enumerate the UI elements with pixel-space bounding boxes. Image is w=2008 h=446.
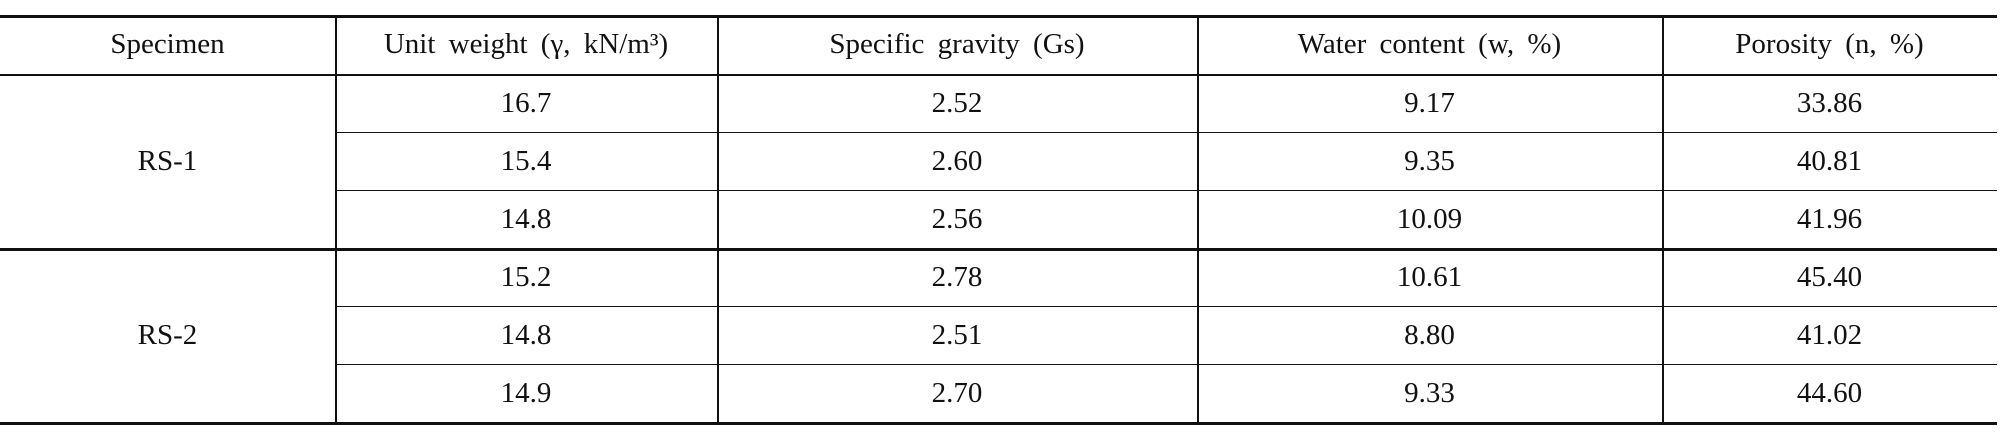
column-rule — [1662, 15, 1664, 422]
row-rule — [335, 306, 1997, 307]
header-cell: Specific gravity (Gs) — [829, 28, 1085, 60]
data-cell: 14.8 — [500, 202, 552, 235]
data-cell: 10.09 — [1396, 202, 1463, 235]
data-cell: 16.7 — [500, 86, 552, 119]
specimen-cell: RS-1 — [137, 144, 198, 177]
data-cell: 15.2 — [500, 260, 552, 293]
column-rule — [335, 15, 337, 422]
group-rule — [0, 248, 1997, 251]
column-rule — [1197, 15, 1199, 422]
data-cell: 14.9 — [500, 376, 552, 409]
data-cell: 10.61 — [1396, 260, 1463, 293]
data-cell: 2.78 — [931, 260, 983, 293]
table-top-rule — [0, 15, 1997, 18]
data-cell: 2.70 — [931, 376, 983, 409]
data-cell: 33.86 — [1796, 86, 1863, 119]
data-cell: 2.56 — [931, 202, 983, 235]
data-cell: 45.40 — [1796, 260, 1863, 293]
specimen-cell: RS-2 — [137, 318, 198, 351]
data-cell: 9.35 — [1404, 144, 1455, 177]
data-cell: 2.60 — [931, 144, 983, 177]
group-rule — [0, 422, 1997, 425]
data-cell: 9.17 — [1404, 86, 1455, 119]
data-cell: 2.52 — [931, 86, 983, 119]
header-cell: Porosity (n, %) — [1735, 28, 1924, 60]
row-rule — [335, 132, 1997, 133]
data-cell: 14.8 — [500, 318, 552, 351]
data-cell: 15.4 — [500, 144, 552, 177]
header-cell: Water content (w, %) — [1297, 28, 1562, 60]
row-rule — [335, 364, 1997, 365]
data-cell: 2.51 — [931, 318, 983, 351]
data-cell: 40.81 — [1796, 144, 1863, 177]
header-cell: Unit weight (γ, kN/m³) — [383, 28, 669, 60]
header-rule — [0, 74, 1997, 76]
header-cell: Specimen — [110, 28, 225, 60]
data-cell: 9.33 — [1404, 376, 1455, 409]
data-cell: 8.80 — [1404, 318, 1455, 351]
data-cell: 41.02 — [1796, 318, 1863, 351]
column-rule — [717, 15, 719, 422]
data-cell: 44.60 — [1796, 376, 1863, 409]
row-rule — [335, 190, 1997, 191]
data-cell: 41.96 — [1796, 202, 1863, 235]
